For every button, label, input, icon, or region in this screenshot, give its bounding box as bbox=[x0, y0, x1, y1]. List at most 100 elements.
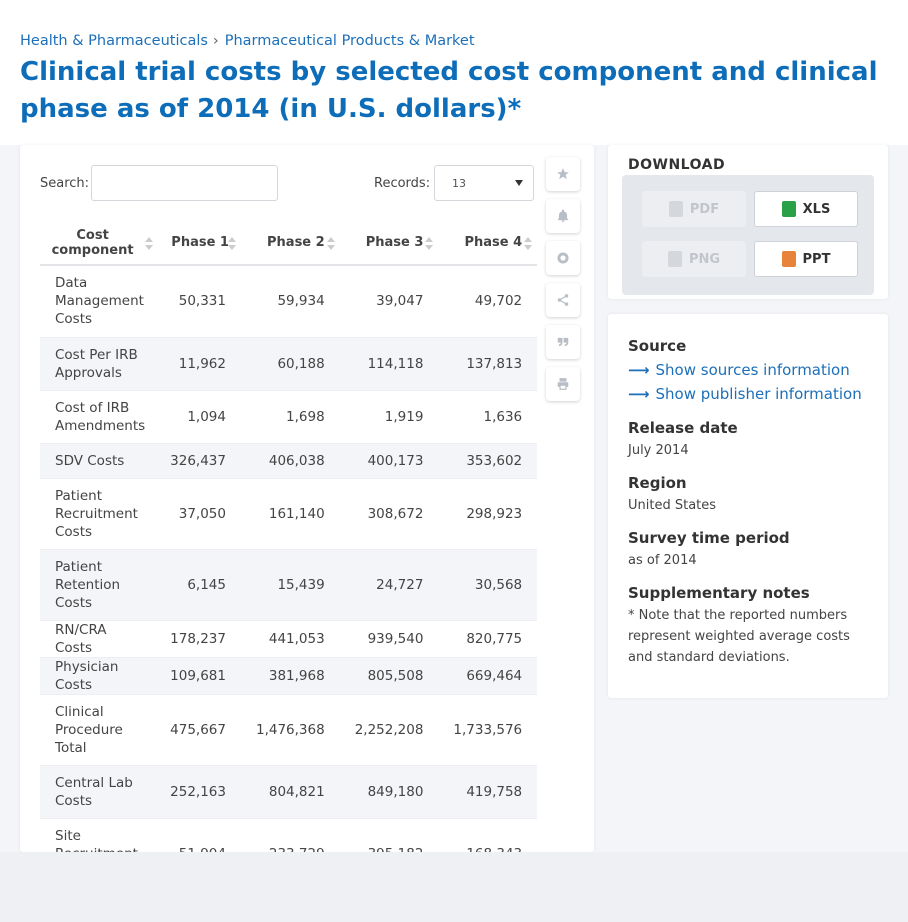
cell-value: 24,727 bbox=[339, 549, 439, 621]
ppt-file-icon bbox=[781, 251, 796, 267]
cell-value: 849,180 bbox=[339, 765, 439, 819]
cell-value: 39,047 bbox=[339, 265, 439, 338]
region-heading: Region bbox=[628, 474, 687, 492]
cell-value: 939,540 bbox=[339, 620, 439, 658]
statistic-toolbar bbox=[546, 157, 580, 409]
search-label: Search: bbox=[40, 176, 90, 191]
print-button[interactable] bbox=[546, 367, 580, 401]
cell-value: 168,343 bbox=[438, 818, 538, 852]
column-header-phase-2[interactable]: Phase 2 bbox=[240, 221, 340, 266]
table-row: Site Recruitment Costs 51,904 233,729 39… bbox=[40, 818, 538, 852]
cell-value: 233,729 bbox=[240, 818, 340, 852]
column-header-phase-3[interactable]: Phase 3 bbox=[339, 221, 439, 266]
xls-file-icon bbox=[781, 201, 796, 217]
table-row: RN/CRA Costs 178,237 441,053 939,540 820… bbox=[40, 620, 538, 658]
records-select[interactable]: 13 bbox=[434, 165, 534, 201]
cell-value: 406,038 bbox=[240, 443, 340, 479]
table-header-row: Cost component Phase 1 Phase 2 Phase 3 P… bbox=[40, 221, 538, 266]
cell-value: 114,118 bbox=[339, 337, 439, 391]
png-file-icon bbox=[667, 251, 682, 267]
download-png-button[interactable]: PNG bbox=[642, 241, 746, 277]
cell-value: 1,919 bbox=[339, 390, 439, 444]
cell-value: 137,813 bbox=[438, 337, 538, 391]
row-label: Cost of IRB Amendments bbox=[40, 390, 156, 444]
print-icon bbox=[557, 378, 569, 390]
row-label: Patient Recruitment Costs bbox=[40, 478, 156, 550]
sort-icon bbox=[326, 237, 335, 251]
cell-value: 6,145 bbox=[155, 549, 241, 621]
sort-icon bbox=[145, 237, 154, 251]
table-row: SDV Costs 326,437 406,038 400,173 353,60… bbox=[40, 443, 538, 479]
table-row: Physician Costs 109,681 381,968 805,508 … bbox=[40, 657, 538, 695]
share-button[interactable] bbox=[546, 283, 580, 317]
cell-value: 51,904 bbox=[155, 818, 241, 852]
share-icon bbox=[557, 294, 569, 306]
cell-value: 353,602 bbox=[438, 443, 538, 479]
cell-value: 252,163 bbox=[155, 765, 241, 819]
records-select-value: 13 bbox=[452, 177, 466, 190]
row-label: Clinical Procedure Total bbox=[40, 694, 156, 766]
column-header-phase-1[interactable]: Phase 1 bbox=[155, 221, 241, 266]
cell-value: 109,681 bbox=[155, 657, 241, 695]
table-row: Patient Retention Costs 6,145 15,439 24,… bbox=[40, 549, 538, 621]
survey-period-value: as of 2014 bbox=[628, 553, 697, 568]
region-value: United States bbox=[628, 498, 717, 513]
arrow-right-icon: ⟶ bbox=[628, 361, 650, 379]
release-date-heading: Release date bbox=[628, 419, 738, 437]
cell-value: 298,923 bbox=[438, 478, 538, 550]
download-pdf-button[interactable]: PDF bbox=[642, 191, 746, 227]
table-row: Patient Recruitment Costs 37,050 161,140… bbox=[40, 478, 538, 550]
cell-value: 820,775 bbox=[438, 620, 538, 658]
pdf-file-icon bbox=[668, 201, 683, 217]
breadcrumb-link-pharma[interactable]: Pharmaceutical Products & Market bbox=[224, 33, 475, 49]
table-row: Cost of IRB Amendments 1,094 1,698 1,919… bbox=[40, 390, 538, 444]
cell-value: 60,188 bbox=[240, 337, 340, 391]
breadcrumb-separator: › bbox=[212, 33, 219, 49]
cell-value: 395,182 bbox=[339, 818, 439, 852]
table-row: Central Lab Costs 252,163 804,821 849,18… bbox=[40, 765, 538, 819]
cell-value: 805,508 bbox=[339, 657, 439, 695]
show-sources-link[interactable]: ⟶ Show sources information bbox=[628, 361, 850, 379]
row-label: Patient Retention Costs bbox=[40, 549, 156, 621]
data-table: Cost component Phase 1 Phase 2 Phase 3 P… bbox=[40, 221, 538, 852]
release-date-value: July 2014 bbox=[628, 443, 689, 458]
download-ppt-button[interactable]: PPT bbox=[754, 241, 858, 277]
favorite-button[interactable] bbox=[546, 157, 580, 191]
row-label: Central Lab Costs bbox=[40, 765, 156, 819]
cell-value: 161,140 bbox=[240, 478, 340, 550]
breadcrumb-link-health[interactable]: Health & Pharmaceuticals bbox=[20, 33, 208, 49]
cell-value: 1,698 bbox=[240, 390, 340, 444]
cell-value: 1,476,368 bbox=[240, 694, 340, 766]
cell-value: 669,464 bbox=[438, 657, 538, 695]
row-label: Data Management Costs bbox=[40, 265, 156, 338]
cite-button[interactable] bbox=[546, 325, 580, 359]
row-label: RN/CRA Costs bbox=[40, 620, 156, 658]
column-header-cost-component[interactable]: Cost component bbox=[40, 221, 156, 266]
cell-value: 1,733,576 bbox=[438, 694, 538, 766]
cell-value: 441,053 bbox=[240, 620, 340, 658]
supplementary-notes-heading: Supplementary notes bbox=[628, 584, 810, 602]
search-input[interactable] bbox=[91, 165, 278, 201]
page-header: Health & Pharmaceuticals › Pharmaceutical … bbox=[0, 0, 908, 145]
download-xls-button[interactable]: XLS bbox=[754, 191, 858, 227]
row-label: Cost Per IRB Approvals bbox=[40, 337, 156, 391]
table-row: Clinical Procedure Total 475,667 1,476,3… bbox=[40, 694, 538, 766]
star-icon bbox=[557, 168, 569, 180]
notification-button[interactable] bbox=[546, 199, 580, 233]
cell-value: 326,437 bbox=[155, 443, 241, 479]
cell-value: 178,237 bbox=[155, 620, 241, 658]
sort-icon bbox=[425, 237, 434, 251]
cell-value: 59,934 bbox=[240, 265, 340, 338]
cell-value: 2,252,208 bbox=[339, 694, 439, 766]
cell-value: 475,667 bbox=[155, 694, 241, 766]
column-header-phase-4[interactable]: Phase 4 bbox=[438, 221, 538, 266]
cell-value: 15,439 bbox=[240, 549, 340, 621]
chevron-down-icon bbox=[515, 180, 523, 186]
statistic-table-card: Search: Records: 13 Cost component Phase… bbox=[20, 145, 594, 852]
survey-period-heading: Survey time period bbox=[628, 529, 790, 547]
settings-button[interactable] bbox=[546, 241, 580, 275]
sort-icon bbox=[524, 237, 533, 251]
cell-value: 1,636 bbox=[438, 390, 538, 444]
download-options: PDF XLS PNG PPT bbox=[622, 175, 874, 295]
show-publisher-link[interactable]: ⟶ Show publisher information bbox=[628, 385, 862, 403]
